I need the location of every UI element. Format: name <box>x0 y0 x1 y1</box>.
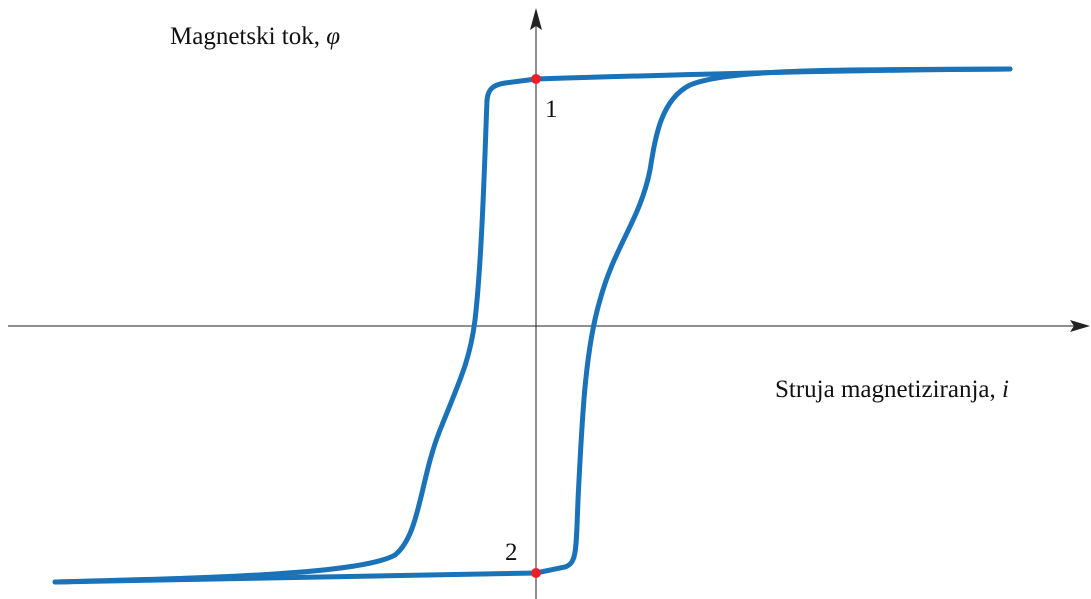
label-symbol: φ <box>326 23 340 50</box>
point-2 <box>531 568 541 578</box>
point-label: 2 <box>505 539 518 566</box>
upper-branch <box>52 66 1013 585</box>
point-1 <box>531 74 541 84</box>
y-axis-label: Magnetski tok, φ <box>170 23 340 50</box>
label-symbol: i <box>1002 376 1009 403</box>
x-axis-arrow <box>1070 320 1090 332</box>
x-axis-label: Struja magnetiziranja, i <box>775 376 1009 403</box>
lower-branch <box>52 66 1013 585</box>
label-text: Magnetski tok, <box>170 23 326 50</box>
label-text: Struja magnetiziranja, <box>775 376 1002 403</box>
point-label: 1 <box>545 96 558 123</box>
y-axis-arrow <box>530 8 542 30</box>
